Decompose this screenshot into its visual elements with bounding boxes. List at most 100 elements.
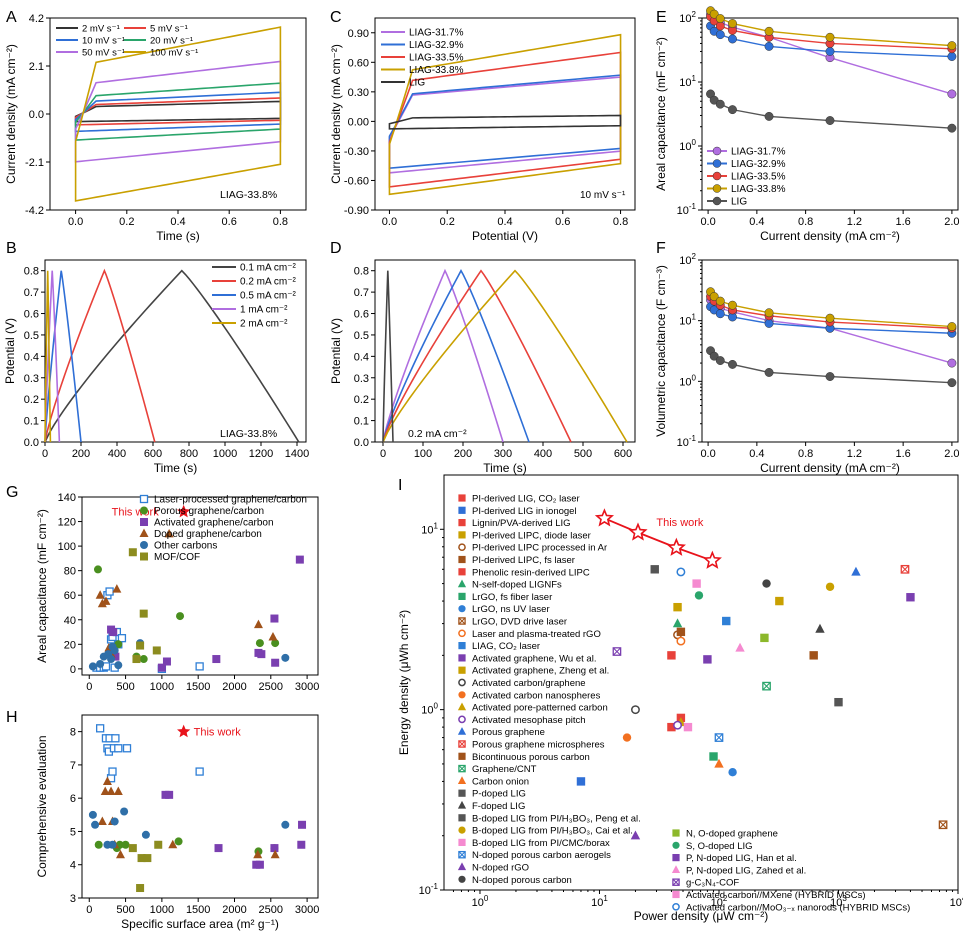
ragone-point-20 [900, 564, 910, 574]
y-tick-label-C: -0.60 [344, 175, 369, 187]
legend-label-E-3: LIAG-33.8% [731, 184, 786, 195]
cap-point-F-4-5 [825, 372, 835, 381]
x-tick-label-F: 2.0 [944, 448, 959, 460]
y-tick-label-D: 0.1 [354, 416, 369, 428]
scatter-point-G-3-0 [95, 590, 105, 599]
legend-label-A-5: 100 mV s⁻¹ [150, 48, 198, 59]
y-tick-label-B: 0.8 [24, 266, 39, 278]
scatter-point-G-4-7 [114, 661, 123, 670]
legend-marker-E-2 [712, 171, 722, 181]
gcd-curve-B-0 [44, 269, 300, 443]
y-tick-label-C: 0.90 [348, 28, 369, 40]
legend-marker-I-24 [458, 789, 466, 797]
x-axis-label-B: Time (s) [154, 461, 198, 475]
y-tick-label-G: 100 [58, 541, 76, 553]
cv-curve-A-4 [74, 60, 282, 163]
ragone-point-38 [676, 567, 686, 577]
scatter-point-G-3-6 [164, 528, 174, 538]
y-tick-label-G: 20 [64, 639, 76, 651]
cap-point-F-4-3 [728, 359, 737, 369]
cap-point-E-3-4 [764, 26, 774, 36]
y-tick-label-B: 0.1 [24, 416, 39, 428]
legend-marker-I-20 [458, 740, 466, 748]
x-tick-label-C: 0.6 [555, 216, 570, 228]
annotation-C: 10 mV s⁻¹ [580, 190, 626, 201]
y-tick-label-D: 0.0 [354, 437, 369, 449]
scatter-point-H-1-4 [174, 837, 183, 846]
ragone-point-7 [672, 618, 683, 628]
scatter-point-H-4-0 [88, 810, 97, 819]
y-tick-label-D: 0.8 [354, 266, 369, 278]
ragone-point-35 [735, 642, 745, 652]
scatter-point-H-1-0 [94, 840, 103, 849]
cap-point-F-3-4 [764, 308, 774, 318]
legend-marker-E-1 [712, 159, 722, 168]
cap-point-E-4-6 [947, 123, 957, 133]
legend-label-I-6: Phenolic resin-derived LIPC [472, 567, 590, 578]
scatter-point-H-4-7 [281, 820, 290, 829]
panel-label-F: F [656, 240, 666, 257]
x-tick-label-D: 0 [380, 448, 386, 460]
legend-label-A-3: 20 mV s⁻¹ [150, 36, 193, 47]
ragone-point-9 [728, 767, 737, 777]
this-work-star-G [177, 504, 191, 518]
gcd-curve-B-2 [44, 270, 82, 443]
scatter-point-G-1-5 [255, 639, 264, 648]
cap-point-E-3-2 [715, 14, 725, 24]
x-tick-label-G: 2000 [222, 681, 246, 693]
legend-marker-I-22 [458, 764, 466, 773]
legend-label-I-16: Activated carbon nanospheres [472, 690, 601, 701]
scatter-point-G-3-2 [101, 596, 111, 605]
legend-label-I-28: B-doped LIG from PI/CMC/borax [472, 838, 610, 849]
legend-marker-I-21 [458, 752, 466, 760]
ragone-point-5 [676, 627, 686, 637]
ragone-point-34 [703, 655, 712, 664]
legend-label-I-27: B-doped LIG from PI/H₃BO₃, Cai et al. [472, 826, 633, 837]
cap-point-E-4-3 [728, 105, 737, 115]
legend-label-B-2: 0.5 mA cm⁻² [240, 291, 297, 302]
scatter-point-H-1-3 [121, 840, 130, 849]
legend-marker-I-9 [458, 605, 466, 613]
legend-label-B-1: 0.2 mA cm⁻² [240, 277, 297, 288]
legend-label-I-23: Carbon onion [472, 776, 529, 787]
legend-label-G-5: MOF/COF [154, 552, 200, 563]
cap-point-E-3-6 [947, 41, 957, 51]
x-tick-label-B: 1200 [249, 448, 273, 460]
x-tick-label-H: 0 [86, 904, 92, 916]
scatter-point-G-2-7 [257, 650, 266, 659]
y-tick-label-G: 120 [58, 517, 76, 529]
legend-label-A-0: 2 mV s⁻¹ [82, 24, 120, 35]
y-tick-label-A: 4.2 [29, 13, 44, 25]
legend-label-I-2: Lignin/PVA-derived LIG [472, 518, 571, 529]
legend-label-C-4: LIG [409, 78, 425, 89]
scatter-point-G-1-3 [139, 655, 148, 664]
panel-label-H: H [6, 709, 18, 726]
ragone-point-27 [825, 582, 835, 591]
ragone-point-37 [683, 722, 693, 732]
scatter-point-G-5-1 [132, 655, 141, 664]
y-tick-label-F: 102 [679, 252, 696, 267]
legend-marker-I-10-cross [459, 618, 465, 624]
scatter-point-G-4-6 [110, 646, 119, 655]
ragone-point-29 [714, 733, 724, 742]
ragone-point-0 [667, 651, 676, 660]
legend-label-I-12: LIAG, CO₂ laser [472, 641, 540, 652]
legend-marker-I-18 [458, 715, 466, 724]
scatter-point-H-0-10 [122, 744, 132, 753]
legend-label-E-2: LIAG-33.5% [731, 172, 786, 183]
scatter-point-H-3-7 [115, 849, 125, 859]
cv-curve-C-3 [388, 33, 622, 196]
x-tick-label-A: 0.0 [68, 216, 83, 228]
scatter-point-G-4-9 [281, 653, 290, 662]
y-tick-label-H: 6 [70, 793, 76, 805]
legend-marker-I-17 [457, 702, 467, 711]
legend-marker-I-38 [672, 902, 680, 911]
scatter-point-H-4-4 [110, 817, 119, 826]
panel-label-C: C [330, 9, 342, 26]
legend-label-B-3: 1 mA cm⁻² [240, 305, 288, 316]
ragone-point-32 [760, 633, 769, 643]
x-tick-label-C: 0.8 [613, 216, 628, 228]
scatter-point-H-5-4 [154, 840, 163, 849]
legend-label-C-2: LIAG-33.5% [409, 53, 464, 64]
